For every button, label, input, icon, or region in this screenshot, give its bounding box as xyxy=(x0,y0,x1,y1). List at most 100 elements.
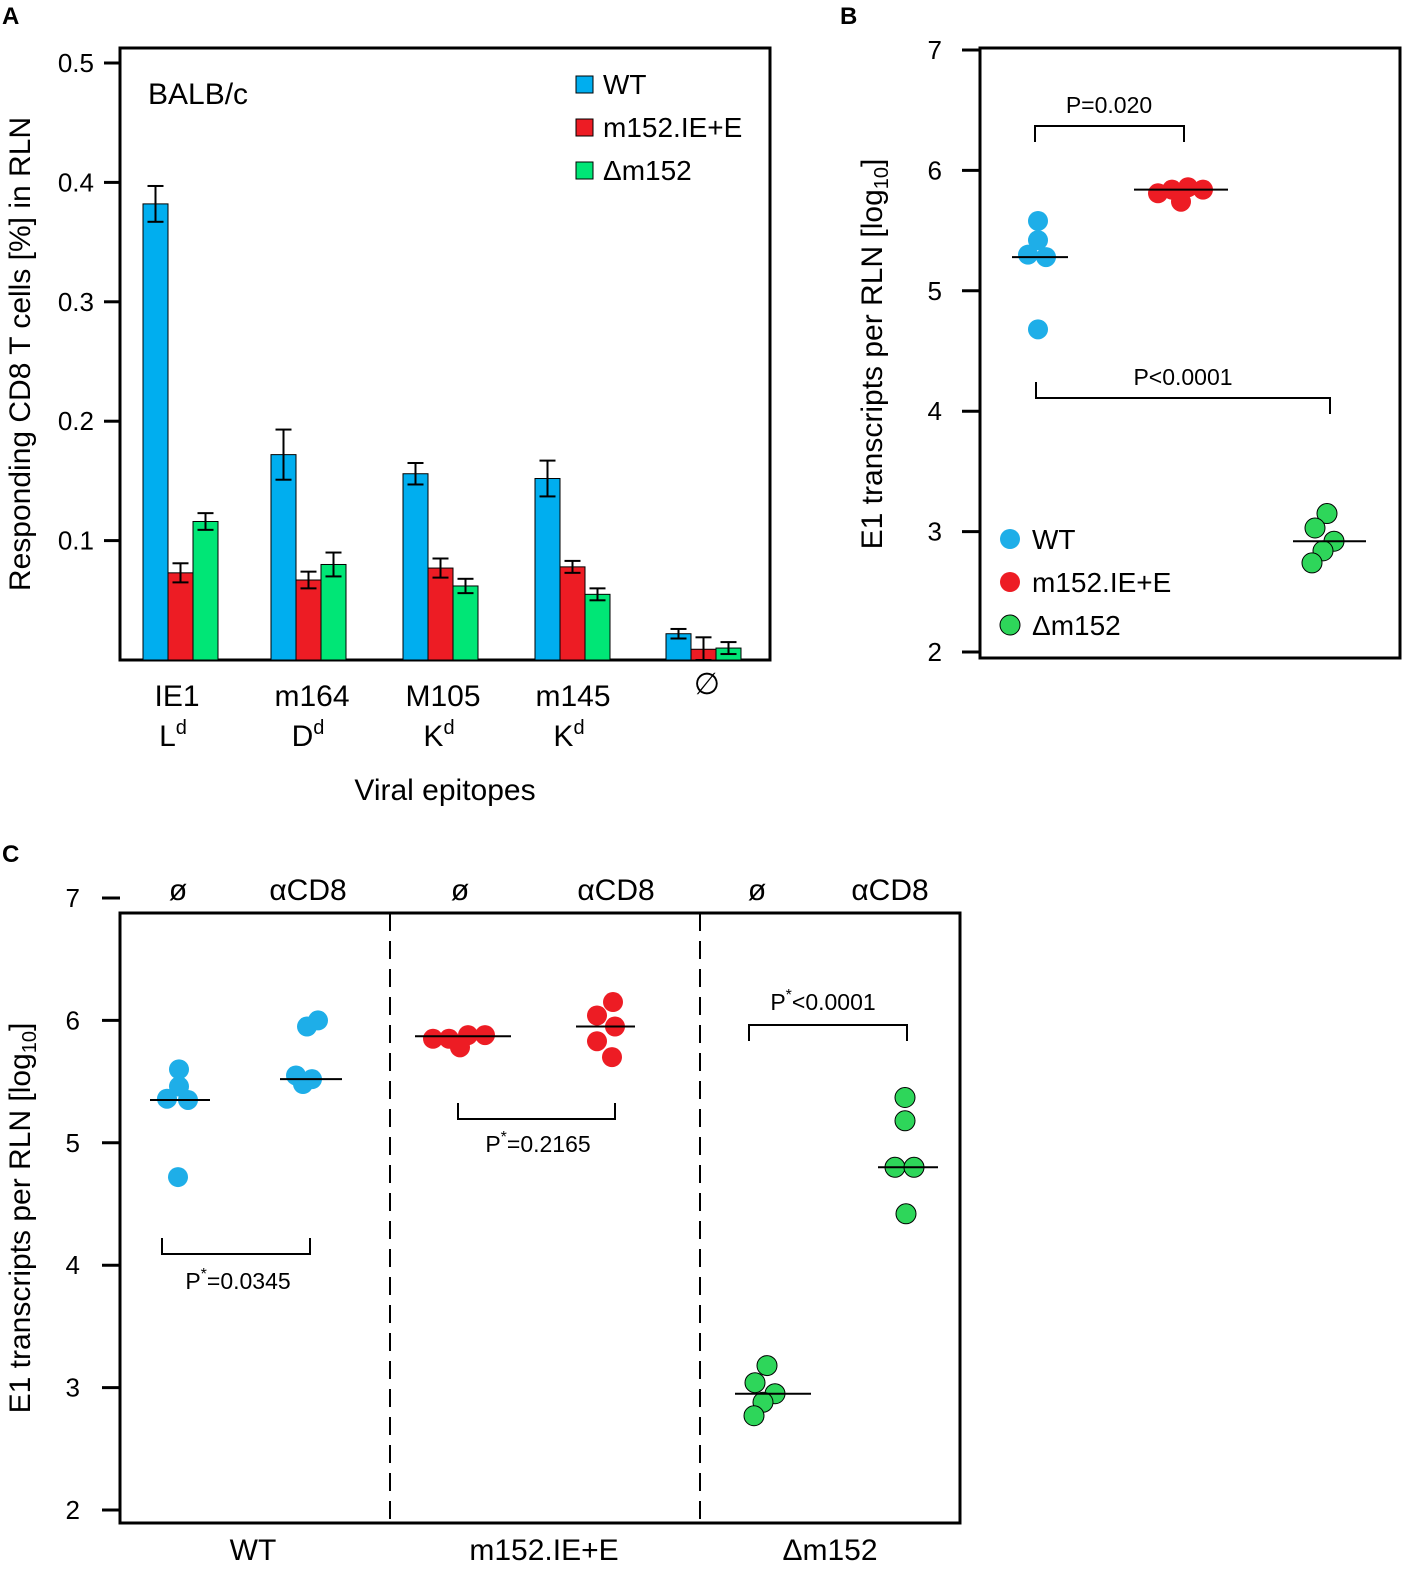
panel-b-ytick-label: 6 xyxy=(928,155,942,185)
panel-b-data-point xyxy=(1018,244,1038,265)
panel-c-bracket xyxy=(457,1103,616,1120)
panel-b-ytick-label: 4 xyxy=(928,396,942,426)
panel-a-legend-swatch xyxy=(575,118,594,137)
panel-b-ytick-label: 2 xyxy=(928,637,942,667)
panel-c-data-point xyxy=(168,1167,188,1188)
panel-b-legend-marker xyxy=(1000,572,1020,592)
panel-c-data-point xyxy=(894,1110,916,1132)
panel-a-category-label: m145 xyxy=(535,680,610,713)
panel-a-legend-swatch xyxy=(575,75,594,94)
panel-a-xlabel: Viral epitopes xyxy=(354,774,535,807)
panel-c-treatment-label: ø xyxy=(169,874,187,907)
panel-letter-b: B xyxy=(840,3,857,30)
panel-c-ytick-label: 6 xyxy=(66,1005,80,1035)
panel-c-ytick-label: 7 xyxy=(66,883,80,913)
panel-b-bracket xyxy=(1035,382,1331,414)
panel-c-data-point xyxy=(450,1037,470,1058)
panel-c-ytick-label: 5 xyxy=(66,1128,80,1158)
panel-a-ytick-label: 0.4 xyxy=(58,167,94,197)
panel-c-data-point xyxy=(756,1355,778,1377)
panel-a-bar xyxy=(320,563,347,661)
panel-c-ytick-label: 3 xyxy=(66,1373,80,1403)
panel-c-data-point xyxy=(894,1087,916,1109)
panel-c-data-point xyxy=(603,992,623,1013)
panel-c-pvalue: P*=0.2165 xyxy=(485,1129,590,1157)
panel-a-ytick-label: 0.1 xyxy=(58,526,94,556)
panel-a-bar xyxy=(270,454,297,661)
panel-a-category-label: m164 xyxy=(274,680,349,713)
panel-letter-c: C xyxy=(2,841,19,868)
panel-c-ylabel-sub: 10 xyxy=(19,1031,41,1053)
panel-b-legend-marker xyxy=(999,614,1021,636)
panel-a-category-label: M105 xyxy=(405,680,480,713)
panel-b-legend-label: Δm152 xyxy=(1032,610,1121,641)
panel-b-scatter-chart: E1 transcripts per RLN [log10] 2 3 4 5 6 7 P=… xyxy=(856,35,1402,667)
panel-b-ytick-label: 3 xyxy=(928,517,942,547)
panel-b-bracket xyxy=(1034,125,1185,142)
panel-b-data-point xyxy=(1301,552,1323,574)
panel-a-legend-label: m152.IE+E xyxy=(603,112,742,143)
panel-b-data-point xyxy=(1171,191,1191,212)
panel-c-pvalue: P*=0.0345 xyxy=(185,1266,290,1294)
panel-b-data-point xyxy=(1304,517,1326,539)
panel-c-data-point xyxy=(475,1025,495,1046)
panel-a-category-restriction: Kd xyxy=(423,717,454,753)
panel-c-bracket xyxy=(161,1238,311,1255)
panel-a-category-restriction: Dd xyxy=(292,717,325,753)
panel-letter-a: A xyxy=(2,3,19,30)
panel-b-ylabel: E1 transcripts per RLN [log10] xyxy=(856,159,893,550)
panel-c-pvalue: P*<0.0001 xyxy=(770,987,875,1015)
panel-b-data-point xyxy=(1028,210,1048,231)
panel-b-frame xyxy=(978,46,1402,660)
panel-a-bar xyxy=(452,585,479,661)
panel-c-ytick-label: 2 xyxy=(66,1495,80,1525)
panel-c-data-point xyxy=(169,1059,189,1080)
panel-c-data-point xyxy=(297,1016,317,1037)
panel-a-category-label: ∅ xyxy=(694,668,720,701)
panel-b-data-point xyxy=(1028,230,1048,251)
panel-c-data-point xyxy=(587,1031,607,1052)
panel-a-bar xyxy=(559,566,586,661)
panel-c-ylabel-main: E1 transcripts per RLN [log xyxy=(4,1053,37,1413)
panel-c-data-point xyxy=(157,1088,177,1109)
panel-c-data-point xyxy=(293,1074,313,1095)
panel-a-ylabel: Responding CD8 T cells [%] in RLN xyxy=(4,117,37,591)
panel-c-treatment-label: αCD8 xyxy=(851,874,928,907)
panel-b-ylabel-end: ] xyxy=(856,159,889,167)
panel-c-data-point xyxy=(602,1047,622,1068)
panel-c-data-point xyxy=(743,1405,765,1427)
panel-a-bar xyxy=(584,593,611,661)
panel-b-ylabel-sub: 10 xyxy=(871,167,893,189)
panel-a-legend-swatch xyxy=(575,161,594,180)
panel-c-group-label: WT xyxy=(230,1534,277,1567)
panel-b-legend-marker xyxy=(1000,529,1020,549)
panel-c-scatter-chart: E1 transcripts per RLN [log10] 2 3 4 5 6 7 ø α… xyxy=(4,874,962,1567)
panel-c-treatment-label: αCD8 xyxy=(269,874,346,907)
panel-c-frame xyxy=(118,911,962,1525)
panel-a-category-label: IE1 xyxy=(154,680,199,713)
panel-b-ytick-label: 5 xyxy=(928,276,942,306)
panel-c-bracket xyxy=(748,1024,908,1041)
panel-a-ytick-label: 0.2 xyxy=(58,406,94,436)
panel-b-pvalue: P=0.020 xyxy=(1066,92,1152,118)
panel-a-legend-label: Δm152 xyxy=(603,155,692,186)
panel-c-data-point xyxy=(895,1203,917,1225)
panel-a-ytick-label: 0.5 xyxy=(58,48,94,78)
panel-b-ylabel-main: E1 transcripts per RLN [log xyxy=(856,189,889,549)
panel-c-ytick-label: 4 xyxy=(66,1250,80,1280)
panel-b-data-point xyxy=(1028,319,1048,340)
panel-a-bar xyxy=(534,478,561,661)
panel-c-data-point xyxy=(744,1372,766,1394)
panel-c-ylabel-end: ] xyxy=(4,1023,37,1031)
panel-c-group-label: Δm152 xyxy=(782,1534,877,1567)
panel-b-pvalue: P<0.0001 xyxy=(1133,364,1232,390)
panel-a-bar-chart: BALB/c Viral epitopes Responding CD8 T c… xyxy=(4,46,772,807)
panel-a-bar xyxy=(295,579,322,661)
panel-c-treatment-label: ø xyxy=(748,874,766,907)
panel-a-category-restriction: Kd xyxy=(553,717,584,753)
panel-a-title: BALB/c xyxy=(148,78,248,111)
panel-c-treatment-label: ø xyxy=(451,874,469,907)
panel-c-ylabel: E1 transcripts per RLN [log10] xyxy=(4,1023,41,1414)
panel-b-legend-label: m152.IE+E xyxy=(1032,567,1171,598)
panel-b-data-point xyxy=(1316,503,1338,525)
